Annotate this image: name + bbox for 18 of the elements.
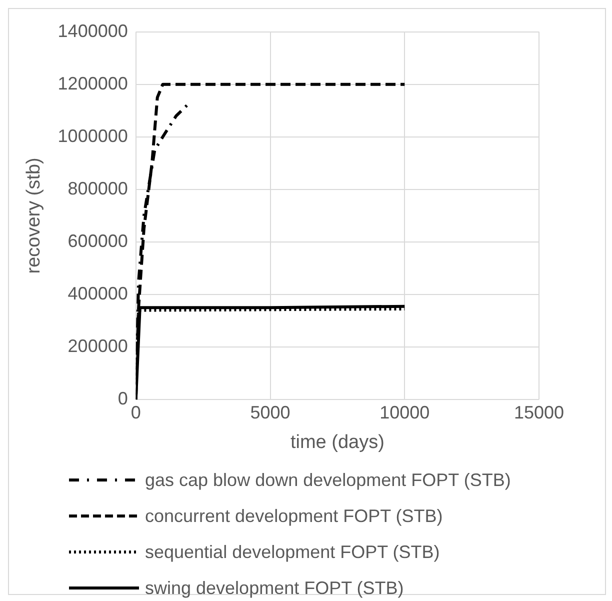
x-tick-label: 15000 xyxy=(514,402,564,422)
y-tick-label: 0 xyxy=(118,388,128,409)
y-tick-label: 600000 xyxy=(68,230,128,251)
y-tick-label: 1200000 xyxy=(58,73,128,94)
y-tick-label: 1000000 xyxy=(58,126,128,146)
y-tick-label: 1400000 xyxy=(58,20,128,41)
y-axis-title: recovery (stb) xyxy=(24,158,45,274)
legend-label: swing development FOPT (STB) xyxy=(145,578,404,598)
legend-label: sequential development FOPT (STB) xyxy=(145,542,440,562)
y-tick-label: 400000 xyxy=(68,283,128,304)
x-tick-label: 10000 xyxy=(380,402,430,422)
legend-label: concurrent development FOPT (STB) xyxy=(145,506,443,526)
x-tick-label: 5000 xyxy=(250,402,290,422)
x-tick-label: 0 xyxy=(130,402,141,422)
y-tick-label: 800000 xyxy=(68,178,128,198)
y-tick-label: 200000 xyxy=(68,336,128,356)
legend-label: gas cap blow down development FOPT (STB) xyxy=(145,470,511,490)
x-axis-title: time (days) xyxy=(290,432,384,453)
